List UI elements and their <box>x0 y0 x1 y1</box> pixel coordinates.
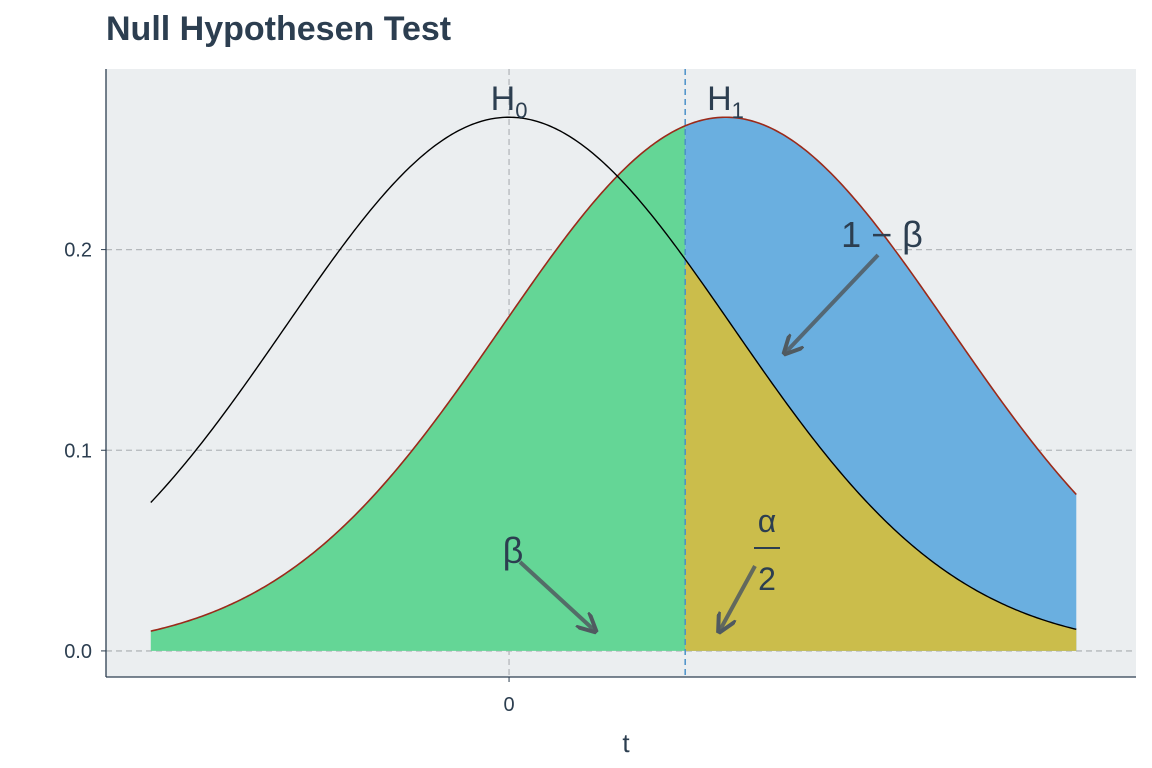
x-axis-title: t <box>622 728 630 758</box>
x-tick-label: 0 <box>503 694 514 716</box>
h1-density-curve <box>150 116 1077 632</box>
power-label: 1 − β <box>841 214 923 255</box>
h0-label: H0 <box>491 80 528 123</box>
alpha-denominator: 2 <box>758 561 776 597</box>
y-tick-label: 0.1 <box>64 440 92 462</box>
alpha-arrow <box>720 565 757 630</box>
y-tick-label: 0.2 <box>64 240 92 262</box>
alpha-numerator: α <box>758 503 777 539</box>
beta-arrow <box>518 560 594 630</box>
beta-label: β <box>503 530 524 571</box>
y-tick-label: 0.0 <box>64 641 92 663</box>
h1-label: H1 <box>707 80 744 123</box>
alpha-half-area <box>685 259 1077 651</box>
power-arrow <box>786 253 880 352</box>
chart-title: Null Hypothesen Test <box>106 10 452 48</box>
h0-density-curve <box>150 116 1077 631</box>
